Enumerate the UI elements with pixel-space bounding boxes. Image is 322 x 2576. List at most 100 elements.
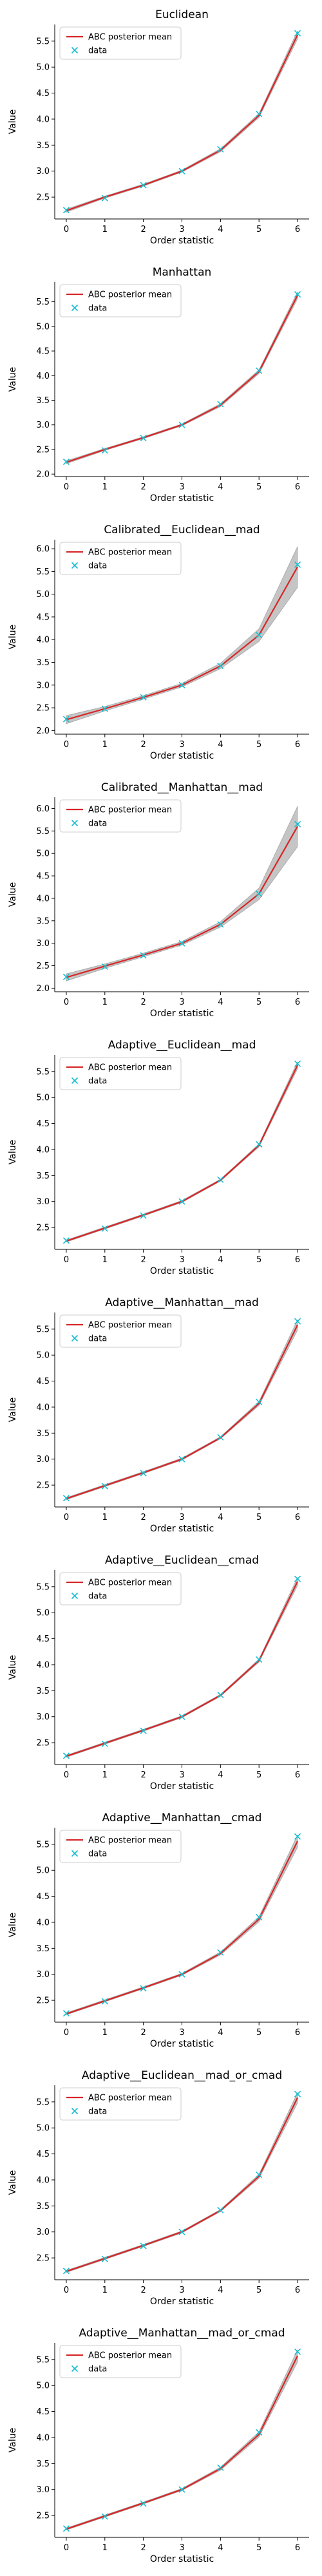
y-tick-label: 4.5	[36, 2407, 50, 2417]
data-point	[217, 1434, 224, 1441]
y-axis-label: Value	[8, 625, 18, 649]
x-tick-label: 2	[141, 2028, 146, 2038]
x-tick-label: 0	[64, 740, 69, 750]
x-tick-label: 1	[102, 998, 108, 1007]
posterior-mean-line	[66, 1324, 298, 1500]
x-tick-label: 2	[141, 482, 146, 492]
data-point	[217, 921, 224, 928]
y-tick-label: 2.5	[36, 1481, 50, 1491]
posterior-mean-line	[66, 566, 298, 721]
y-tick-label: 6.0	[36, 804, 50, 814]
legend-label: ABC posterior mean	[88, 33, 172, 43]
data-point	[62, 1752, 70, 1759]
legend-box	[59, 799, 182, 833]
data-point	[101, 963, 108, 971]
y-axis-label: Value	[8, 1655, 18, 1680]
posterior-mean-line	[66, 295, 298, 463]
y-tick-label: 2.5	[36, 961, 50, 971]
chart-title: Euclidean	[155, 8, 209, 21]
data-point	[256, 1913, 263, 1920]
chart-title: Calibrated__Manhattan__mad	[101, 781, 263, 794]
y-tick-label: 2.0	[36, 726, 50, 736]
y-tick-label: 5.5	[36, 2355, 50, 2365]
y-tick-label: 2.5	[36, 1224, 50, 1233]
chart-title: Adaptive__Euclidean__cmad	[105, 1554, 259, 1567]
chart-panel: Adaptive__Euclidean__cmad 0 1 2 3 4 5 6 2.5 3.0 3.…	[8, 1554, 309, 1792]
data-point	[256, 2171, 263, 2178]
y-tick-label: 4.5	[36, 1634, 50, 1644]
x-tick-label: 5	[256, 1255, 261, 1265]
posterior-mean-line	[66, 34, 298, 212]
y-tick-label: 4.5	[36, 1119, 50, 1129]
legend-label: ABC posterior mean	[88, 290, 172, 300]
legend-label: data	[88, 46, 107, 56]
data-point	[140, 182, 147, 189]
x-tick-label: 6	[295, 1513, 300, 1522]
legend-label: data	[88, 1077, 107, 1086]
x-tick-label: 1	[102, 2028, 108, 2038]
data-point	[217, 1691, 224, 1698]
data-point	[178, 940, 185, 947]
x-tick-label: 2	[141, 2543, 146, 2553]
y-tick-label: 3.0	[36, 1455, 50, 1464]
x-tick-label: 2	[141, 225, 146, 234]
y-axis-label: Value	[8, 1397, 18, 1422]
x-axis-label: Order statistic	[150, 1266, 214, 1276]
y-tick-label: 5.5	[36, 1582, 50, 1592]
y-tick-label: 5.0	[36, 1866, 50, 1876]
y-axis-label: Value	[8, 109, 18, 134]
y-tick-label: 4.0	[36, 636, 50, 645]
legend-label: data	[88, 2107, 107, 2117]
legend-label: data	[88, 562, 107, 571]
data-point	[178, 1198, 185, 1205]
x-tick-label: 0	[64, 998, 69, 1007]
y-tick-label: 3.0	[36, 1970, 50, 1980]
x-tick-label: 6	[295, 2286, 300, 2295]
y-tick-label: 3.5	[36, 2202, 50, 2211]
y-tick-label: 4.0	[36, 2175, 50, 2185]
y-tick-label: 5.5	[36, 1840, 50, 1850]
x-tick-label: 1	[102, 2286, 108, 2295]
x-tick-label: 6	[295, 1255, 300, 1265]
x-tick-label: 4	[218, 1513, 223, 1522]
legend-label: ABC posterior mean	[88, 1063, 172, 1073]
y-tick-label: 5.0	[36, 2124, 50, 2134]
y-tick-label: 5.0	[36, 849, 50, 859]
data-point	[256, 110, 263, 117]
y-tick-label: 5.0	[36, 2382, 50, 2391]
legend-label: ABC posterior mean	[88, 548, 172, 558]
y-tick-label: 5.0	[36, 1351, 50, 1361]
x-tick-label: 6	[295, 740, 300, 750]
y-tick-label: 4.0	[36, 1403, 50, 1412]
posterior-mean-line	[66, 826, 298, 978]
x-tick-label: 4	[218, 998, 223, 1007]
y-tick-label: 5.0	[36, 1094, 50, 1103]
y-tick-label: 3.5	[36, 141, 50, 151]
y-tick-label: 4.0	[36, 115, 50, 124]
chart-panel: Calibrated__Manhattan__mad 0 1 2 3 4 5 6 2.0 2.5 3…	[8, 781, 309, 1019]
data-point	[294, 1318, 301, 1325]
data-point	[62, 2268, 70, 2275]
legend-label: ABC posterior mean	[88, 1836, 172, 1846]
x-tick-label: 6	[295, 2028, 300, 2038]
y-tick-label: 3.5	[36, 396, 50, 406]
data-point	[62, 973, 70, 981]
x-tick-label: 4	[218, 482, 223, 492]
x-tick-label: 1	[102, 225, 108, 234]
data-point	[217, 1949, 224, 1956]
x-tick-label: 3	[179, 2286, 184, 2295]
x-tick-label: 2	[141, 1513, 146, 1522]
chart-title: Calibrated__Euclidean__mad	[104, 524, 260, 536]
x-tick-label: 0	[64, 1770, 69, 1780]
x-tick-label: 1	[102, 482, 108, 492]
x-tick-label: 2	[141, 2286, 146, 2295]
y-tick-label: 2.5	[36, 1739, 50, 1748]
legend-marker-swatch	[71, 2107, 79, 2115]
posterior-band	[66, 30, 298, 213]
x-tick-label: 3	[179, 2028, 184, 2038]
data-point	[140, 1212, 147, 1219]
y-tick-label: 2.5	[36, 193, 50, 203]
y-tick-label: 4.5	[36, 347, 50, 357]
x-tick-label: 0	[64, 1513, 69, 1522]
x-tick-label: 0	[64, 482, 69, 492]
